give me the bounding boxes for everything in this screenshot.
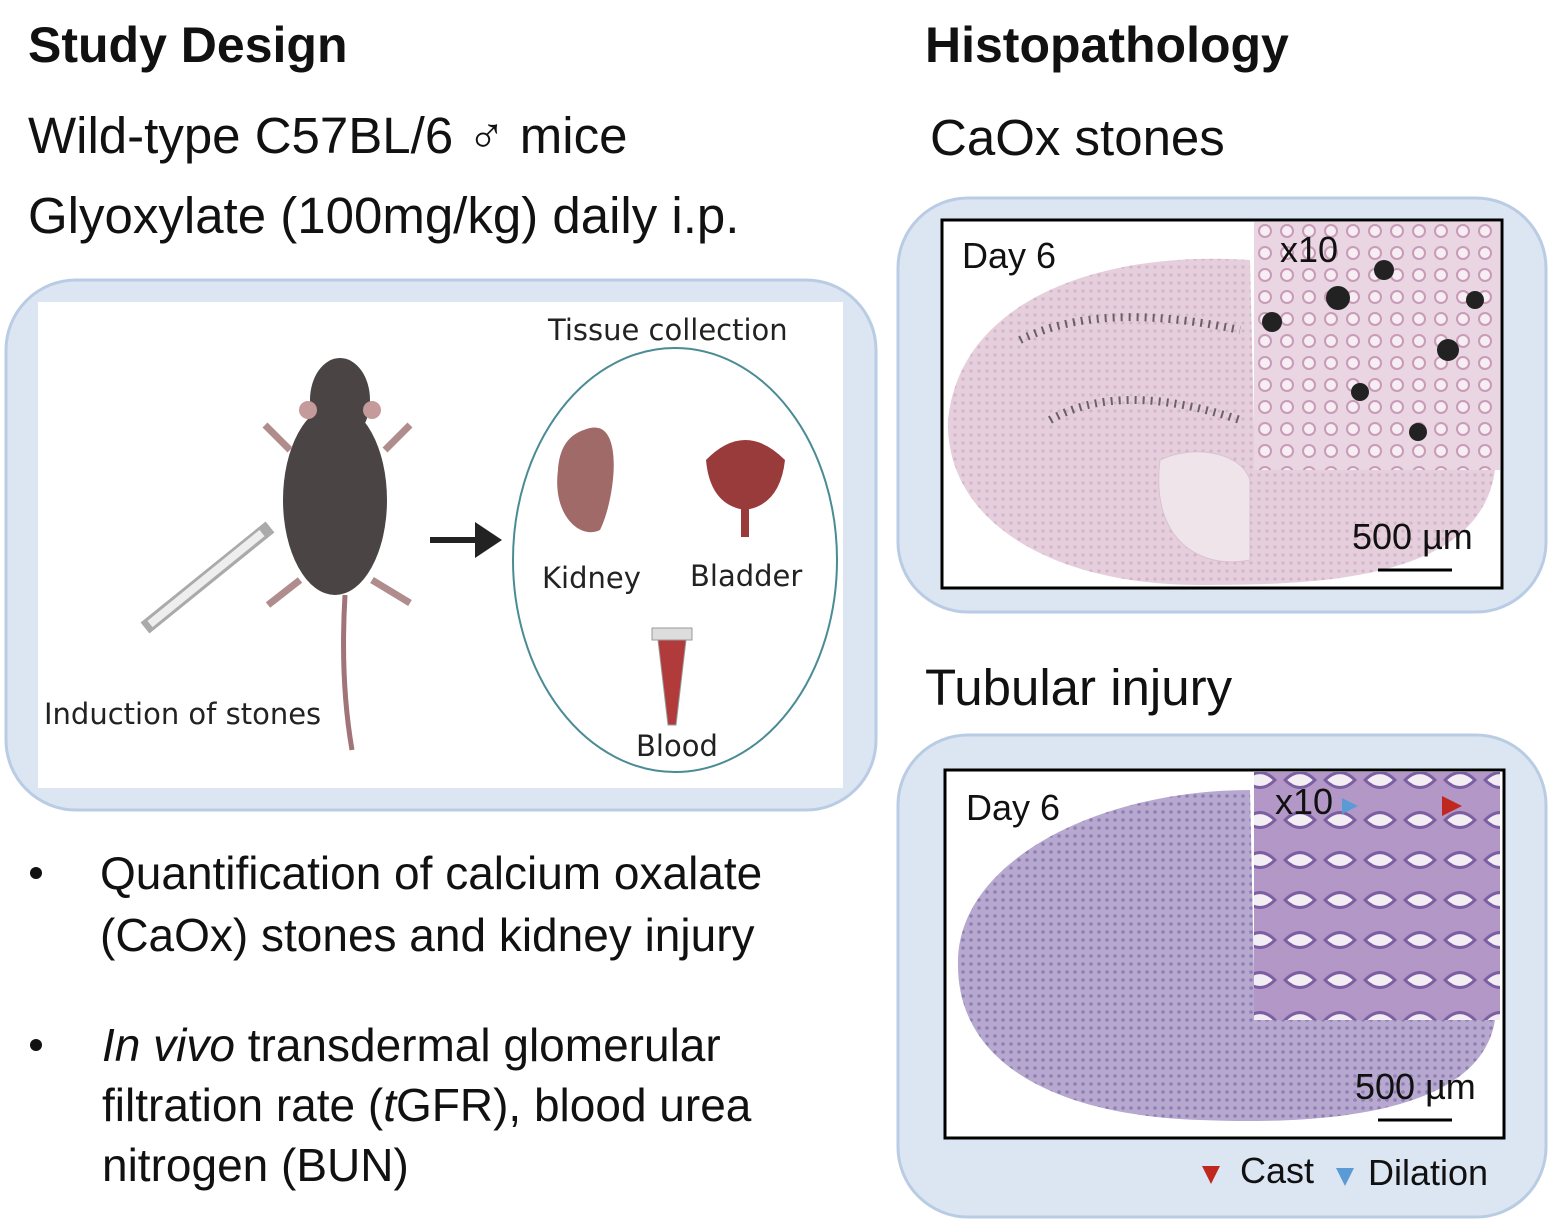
syringe-illustration — [140, 521, 275, 634]
bullet — [30, 1039, 42, 1051]
scale-label: 500 µm — [1355, 1066, 1476, 1107]
diagram-label: Kidney — [542, 561, 641, 595]
italic-text: t — [383, 1079, 398, 1131]
text: transdermal glomerular — [235, 1019, 721, 1071]
cast-marker — [1442, 796, 1462, 816]
bullet-line: In vivo transdermal glomerular — [102, 1019, 721, 1071]
text: GFR), blood urea — [396, 1079, 752, 1131]
diagram-panel — [38, 302, 843, 788]
collection-ellipse — [512, 347, 838, 773]
legend-label: Cast — [1240, 1150, 1314, 1191]
scale-label: 500 µm — [1352, 516, 1473, 557]
legend-marker — [1202, 1166, 1220, 1184]
day-label: Day 6 — [962, 235, 1056, 276]
text: nitrogen (BUN) — [102, 1139, 409, 1191]
magnification-label: x10 — [1280, 229, 1338, 270]
blood-tube-illustration — [651, 627, 693, 726]
arrow — [430, 522, 502, 558]
diagram-label: Tissue collection — [547, 313, 788, 347]
legend-label: Dilation — [1368, 1152, 1488, 1193]
design-line: Glyoxylate (100mg/kg) daily i.p. — [28, 187, 739, 244]
italic-text: In vivo — [102, 1019, 235, 1071]
inset-image — [1254, 772, 1500, 1020]
diagram-label: Bladder — [690, 559, 802, 593]
diagram-label: Induction of stones — [44, 697, 321, 731]
bullet-line: (CaOx) stones and kidney injury — [100, 909, 755, 961]
section-title: Histopathology — [925, 17, 1289, 73]
kidney-illustration — [557, 427, 614, 533]
section-title: Study Design — [28, 17, 347, 73]
bullet-line: Quantification of calcium oxalate — [100, 847, 762, 899]
diagram-label: Blood — [636, 729, 718, 763]
kidney-section — [957, 790, 1495, 1122]
panel-title: CaOx stones — [930, 109, 1225, 166]
crystal-deposits — [1262, 260, 1484, 441]
magnification-label: x10 — [1275, 781, 1333, 822]
bullet — [30, 867, 42, 879]
text: filtration rate ( — [102, 1079, 384, 1131]
bullet-line: filtration rate (tGFR), blood urea — [102, 1079, 752, 1131]
day-label: Day 6 — [966, 787, 1060, 828]
panel-title: Tubular injury — [925, 659, 1233, 716]
design-line: Wild-type C57BL/6 ♂ mice — [28, 107, 627, 164]
kidney-section — [947, 258, 1495, 585]
bladder-illustration — [706, 440, 785, 537]
dilation-marker — [1342, 798, 1358, 814]
mouse-illustration — [262, 358, 413, 751]
legend-marker — [1336, 1168, 1354, 1186]
bullet-line: nitrogen (BUN) — [102, 1139, 409, 1191]
